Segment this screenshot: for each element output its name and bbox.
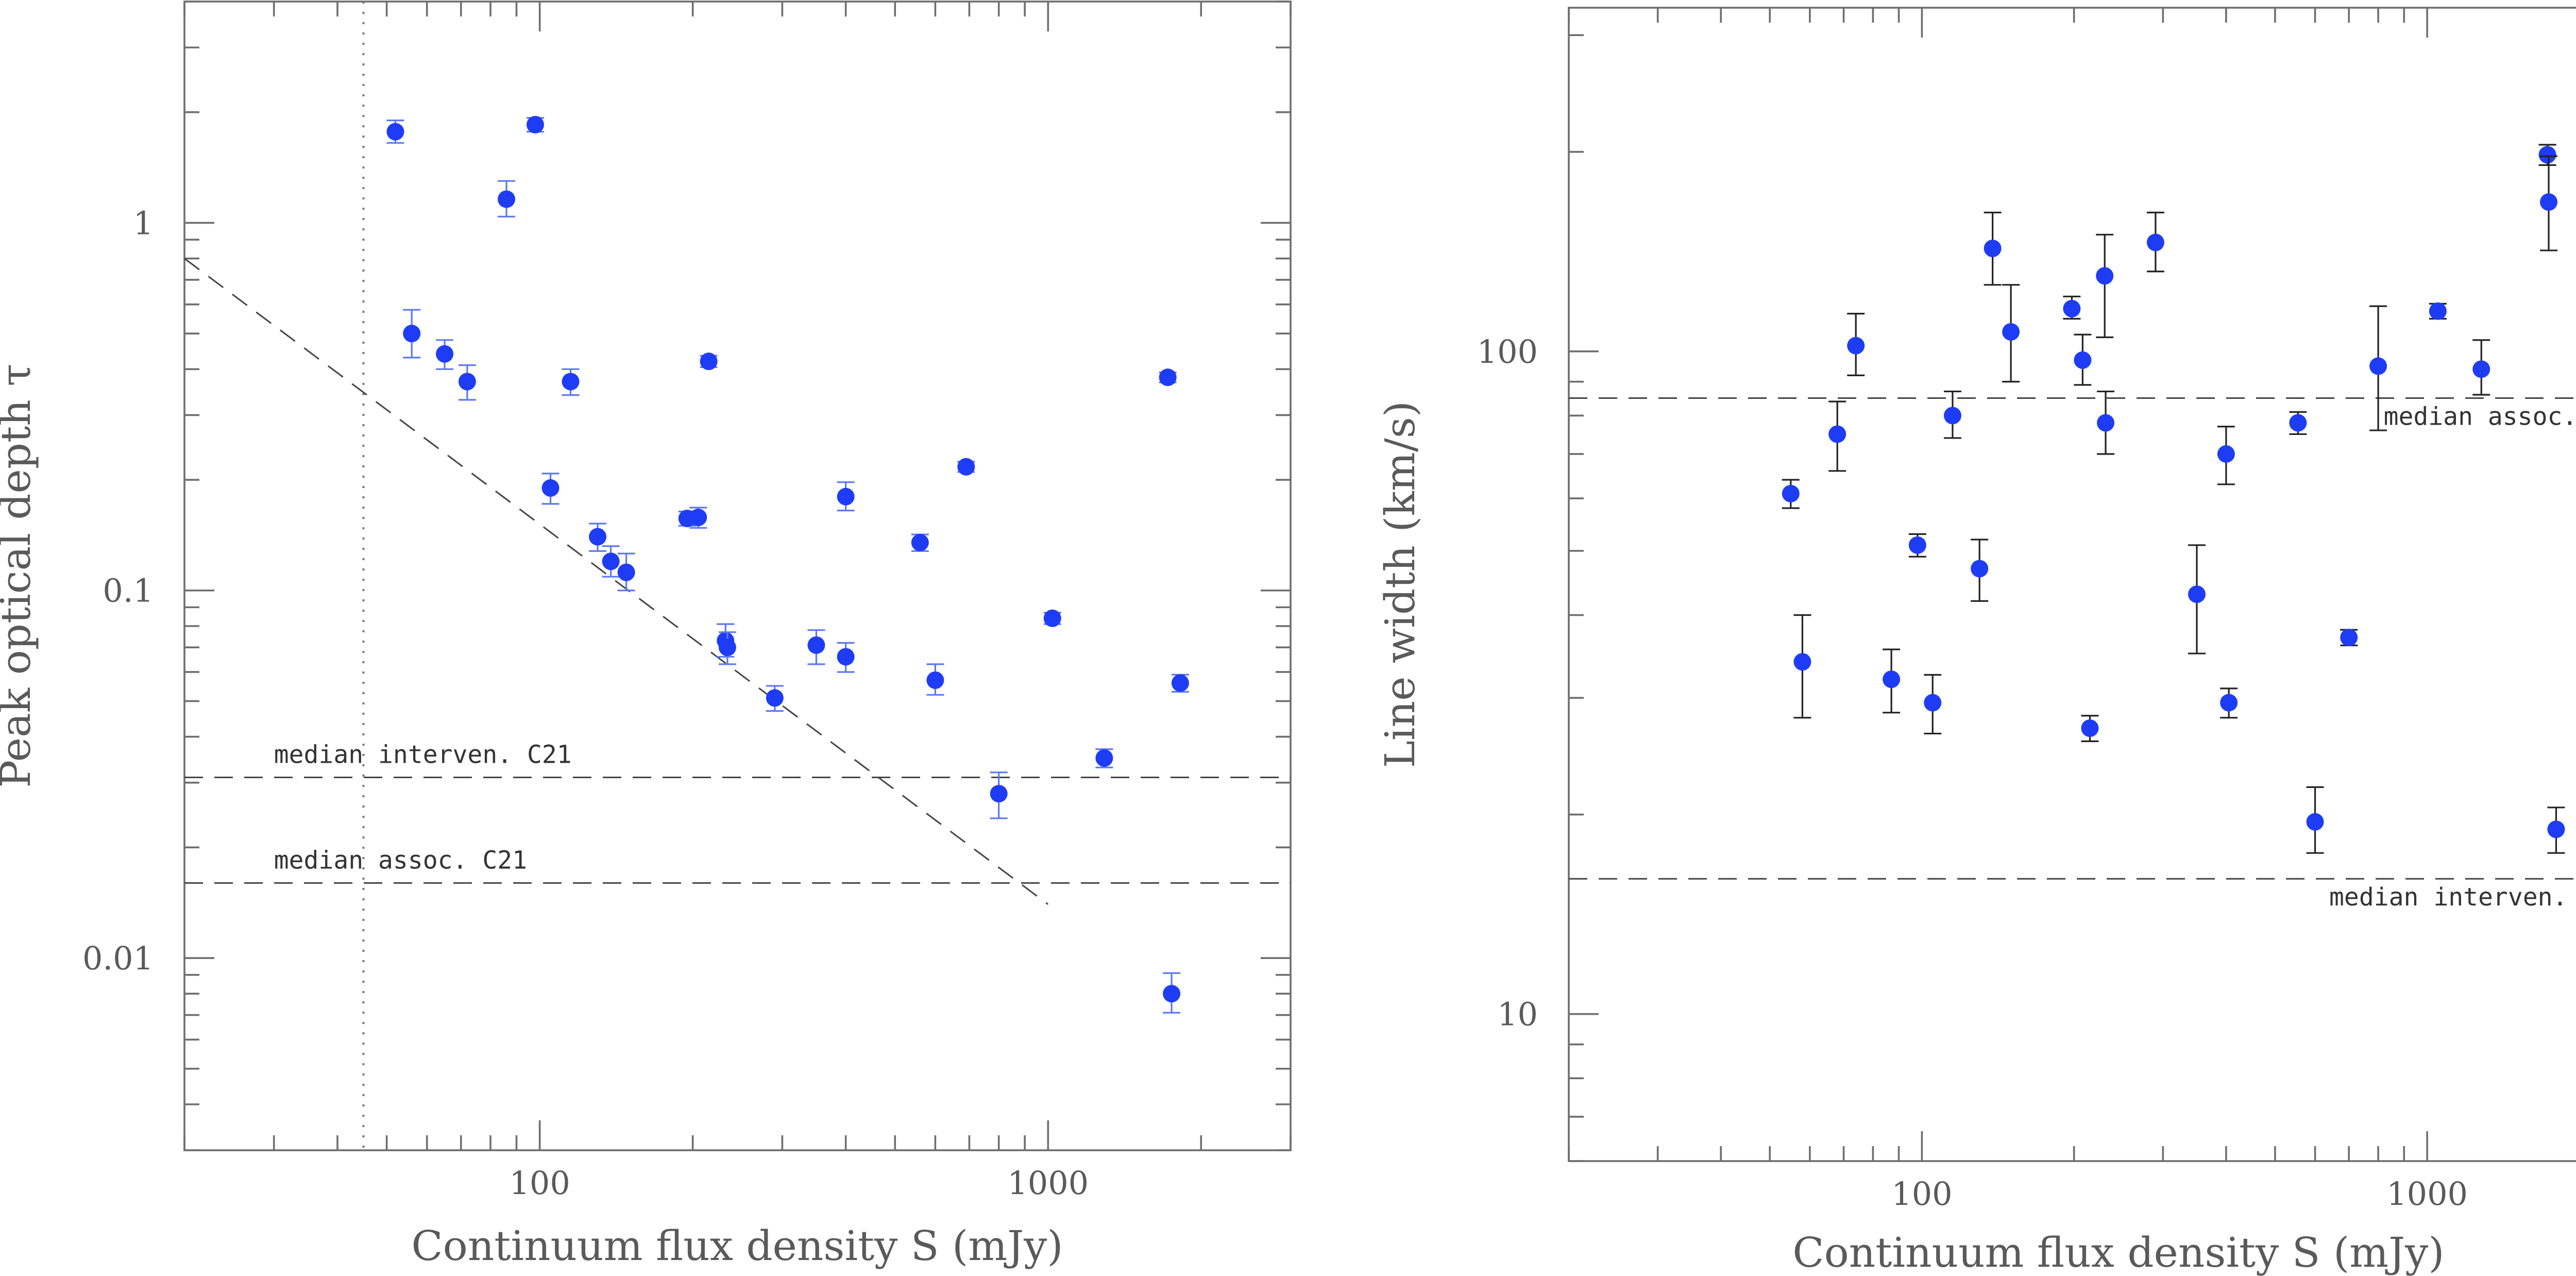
data-point <box>1159 368 1177 387</box>
data-point <box>562 373 580 391</box>
data-point <box>990 785 1008 803</box>
y-axis-label: Line width (km/s) <box>1376 401 1424 768</box>
data-point <box>497 190 515 208</box>
data-point <box>1163 985 1181 1003</box>
data-point <box>2096 267 2114 285</box>
data-point <box>1095 749 1113 767</box>
data-point <box>617 563 635 581</box>
data-point <box>458 373 476 391</box>
data-point <box>2547 820 2565 838</box>
data-point <box>911 533 929 551</box>
data-point <box>1171 674 1189 692</box>
data-point <box>1924 694 1942 712</box>
data-point <box>1782 484 1800 502</box>
data-point <box>718 639 736 657</box>
data-point <box>2074 351 2092 369</box>
data-point <box>386 123 404 141</box>
data-point <box>2538 146 2556 164</box>
data-point <box>2369 357 2387 375</box>
data-point <box>766 689 784 707</box>
data-point <box>2002 323 2020 341</box>
error-bar <box>2096 233 2114 339</box>
median-annotation: median interven. C21 <box>2329 883 2576 912</box>
data-point <box>957 458 975 476</box>
data-point <box>2340 629 2358 647</box>
y-tick-label: 1 <box>133 204 154 242</box>
data-point <box>589 528 607 546</box>
plot-frame <box>1568 7 2576 1162</box>
data-point <box>2097 414 2115 432</box>
data-point <box>837 648 855 666</box>
data-point <box>1847 337 1865 355</box>
data-point <box>2063 299 2081 317</box>
y-axis-label: Peak optical depth τ <box>0 364 40 788</box>
x-tick-label: 1000 <box>1007 1164 1089 1202</box>
sensitivity-limit-line <box>184 258 1049 905</box>
y-tick-label: 0.01 <box>82 939 154 977</box>
data-point <box>2220 694 2238 712</box>
y-tick-label: 0.1 <box>103 572 154 610</box>
data-point <box>2472 360 2490 378</box>
y-tick-label: 100 <box>1477 333 1538 371</box>
data-point <box>2217 445 2235 463</box>
data-point <box>689 509 707 527</box>
x-tick-label: 1000 <box>2386 1175 2468 1213</box>
data-point <box>1943 407 1961 425</box>
data-point <box>2429 302 2447 320</box>
x-axis-label: Continuum flux density S (mJy) <box>411 1222 1063 1270</box>
data-point <box>700 352 718 371</box>
data-point <box>2540 193 2558 211</box>
data-point <box>1828 425 1846 443</box>
data-point <box>1984 240 2002 258</box>
median-annotation: median assoc. C21 <box>274 846 527 875</box>
data-point <box>1883 670 1901 689</box>
line-width-panel: 100 1000 10 100 Continuum flux density S (mJ… <box>1376 7 2576 1276</box>
data-point <box>1043 609 1061 627</box>
data-point <box>541 479 560 497</box>
data-point <box>2289 414 2307 432</box>
data-point <box>403 325 421 343</box>
x-tick-label: 100 <box>509 1164 570 1202</box>
data-point <box>807 636 825 654</box>
data-point <box>2306 813 2324 831</box>
data-point <box>2146 233 2164 251</box>
x-axis-label: Continuum flux density S (mJy) <box>1792 1229 2444 1276</box>
data-point <box>436 345 454 363</box>
median-annotation: median interven. C21 <box>274 741 572 769</box>
data-point <box>1908 536 1926 554</box>
optical-depth-panel: 100 1000 0.01 0.1 1 Continuum flux density S … <box>0 1 1292 1270</box>
data-point <box>2188 585 2206 603</box>
data-point <box>2081 719 2099 737</box>
data-point <box>1971 560 1989 578</box>
data-point <box>837 488 855 506</box>
plot-frame <box>183 1 1292 1151</box>
data-point <box>526 115 544 133</box>
data-point <box>602 552 620 570</box>
y-tick-label: 10 <box>1497 996 1538 1033</box>
data-point <box>1793 653 1811 671</box>
x-tick-label: 100 <box>1891 1175 1952 1213</box>
data-point <box>926 671 944 689</box>
median-annotation: median assoc. C21 <box>2384 402 2576 431</box>
